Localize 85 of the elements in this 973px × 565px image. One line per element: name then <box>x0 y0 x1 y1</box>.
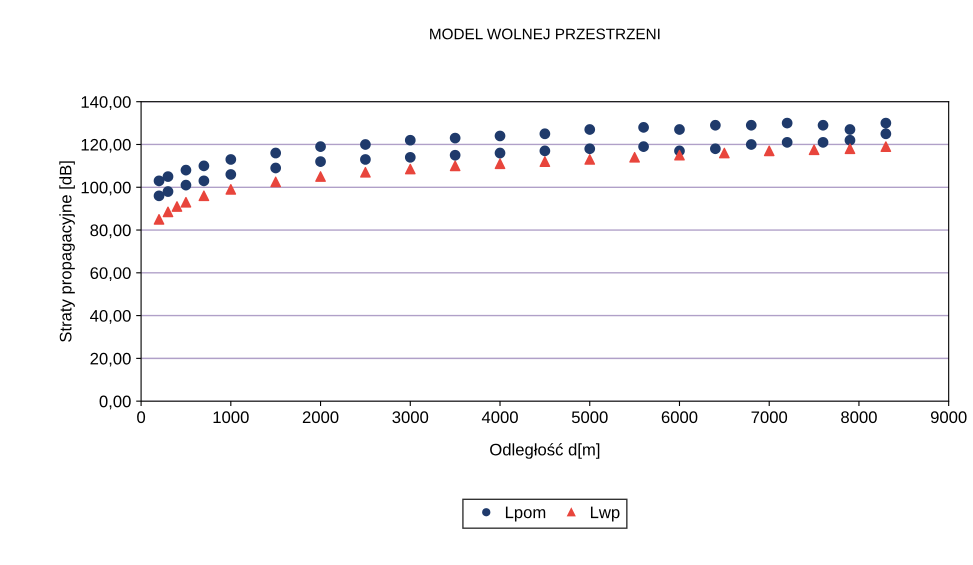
point <box>180 196 192 208</box>
point <box>162 186 174 197</box>
point <box>154 190 164 202</box>
point <box>450 132 460 144</box>
point <box>494 158 506 170</box>
x-tick-label: 1000 <box>214 411 249 424</box>
point <box>540 146 550 156</box>
point <box>494 148 506 158</box>
point <box>818 136 828 148</box>
point <box>674 124 685 135</box>
point <box>764 146 775 156</box>
x-tick-label: 4000 <box>482 411 518 424</box>
point <box>844 143 856 154</box>
y-tick-label: 40,00 <box>90 310 131 324</box>
point <box>808 144 820 156</box>
point <box>710 120 721 131</box>
x-tick-label: 6000 <box>662 411 698 424</box>
point <box>746 139 757 150</box>
x-tick-label: 8000 <box>841 411 877 424</box>
point <box>360 139 371 150</box>
point <box>584 154 596 165</box>
point <box>450 160 460 172</box>
point <box>180 164 192 176</box>
point <box>315 141 326 152</box>
point <box>315 156 326 167</box>
y-tick-label: 100,00 <box>82 182 131 196</box>
point <box>818 120 828 131</box>
point <box>584 143 596 154</box>
point <box>270 162 282 174</box>
point <box>360 154 371 165</box>
x-tick-label: 9000 <box>930 411 967 424</box>
y-axis-title: Straty propagacyjne [dB] <box>59 161 75 342</box>
legend-label: Lwp <box>590 506 620 522</box>
point <box>584 124 596 135</box>
point <box>638 122 649 133</box>
point <box>880 128 892 140</box>
point <box>404 134 416 146</box>
point <box>180 180 192 190</box>
point <box>494 130 506 142</box>
point <box>225 184 236 195</box>
point <box>629 152 640 163</box>
x-tick-label: 0 <box>137 411 146 424</box>
point <box>360 166 371 178</box>
point <box>540 128 550 140</box>
point <box>198 190 210 202</box>
point <box>710 143 721 154</box>
point <box>782 136 793 148</box>
y-tick-label: 60,00 <box>90 267 131 281</box>
point <box>315 171 326 182</box>
point <box>154 214 164 225</box>
y-tick-label: 120,00 <box>82 138 131 153</box>
point <box>172 201 182 212</box>
point <box>450 150 460 161</box>
point <box>154 175 164 186</box>
point <box>674 150 685 161</box>
point <box>404 164 416 174</box>
point <box>540 156 550 167</box>
y-tick-label: 140,00 <box>82 96 131 110</box>
x-tick-label: 5000 <box>572 411 608 424</box>
x-tick-label: 3000 <box>392 411 428 424</box>
point <box>270 148 282 158</box>
point <box>225 154 236 165</box>
x-tick-label: 7000 <box>752 411 788 424</box>
x-axis-title: Odległość d[m] <box>490 443 600 459</box>
point <box>880 141 892 152</box>
point <box>404 152 416 163</box>
point <box>638 141 649 152</box>
point <box>270 176 282 188</box>
point <box>718 148 730 158</box>
legend-label: Lpom <box>506 506 546 522</box>
y-tick-label: 80,00 <box>90 224 131 238</box>
point <box>844 134 856 146</box>
y-tick-label: 0,00 <box>100 396 131 410</box>
point <box>844 124 856 135</box>
point <box>162 171 174 182</box>
point <box>162 206 174 218</box>
point <box>225 169 236 180</box>
x-tick-label: 2000 <box>302 411 338 424</box>
point <box>198 175 210 186</box>
chart-title: MODEL WOLNEJ PRZESTRZENI <box>430 28 660 40</box>
point <box>198 160 210 172</box>
point <box>880 118 892 128</box>
point <box>746 120 757 131</box>
y-tick-label: 20,00 <box>90 352 131 367</box>
point <box>782 118 793 128</box>
